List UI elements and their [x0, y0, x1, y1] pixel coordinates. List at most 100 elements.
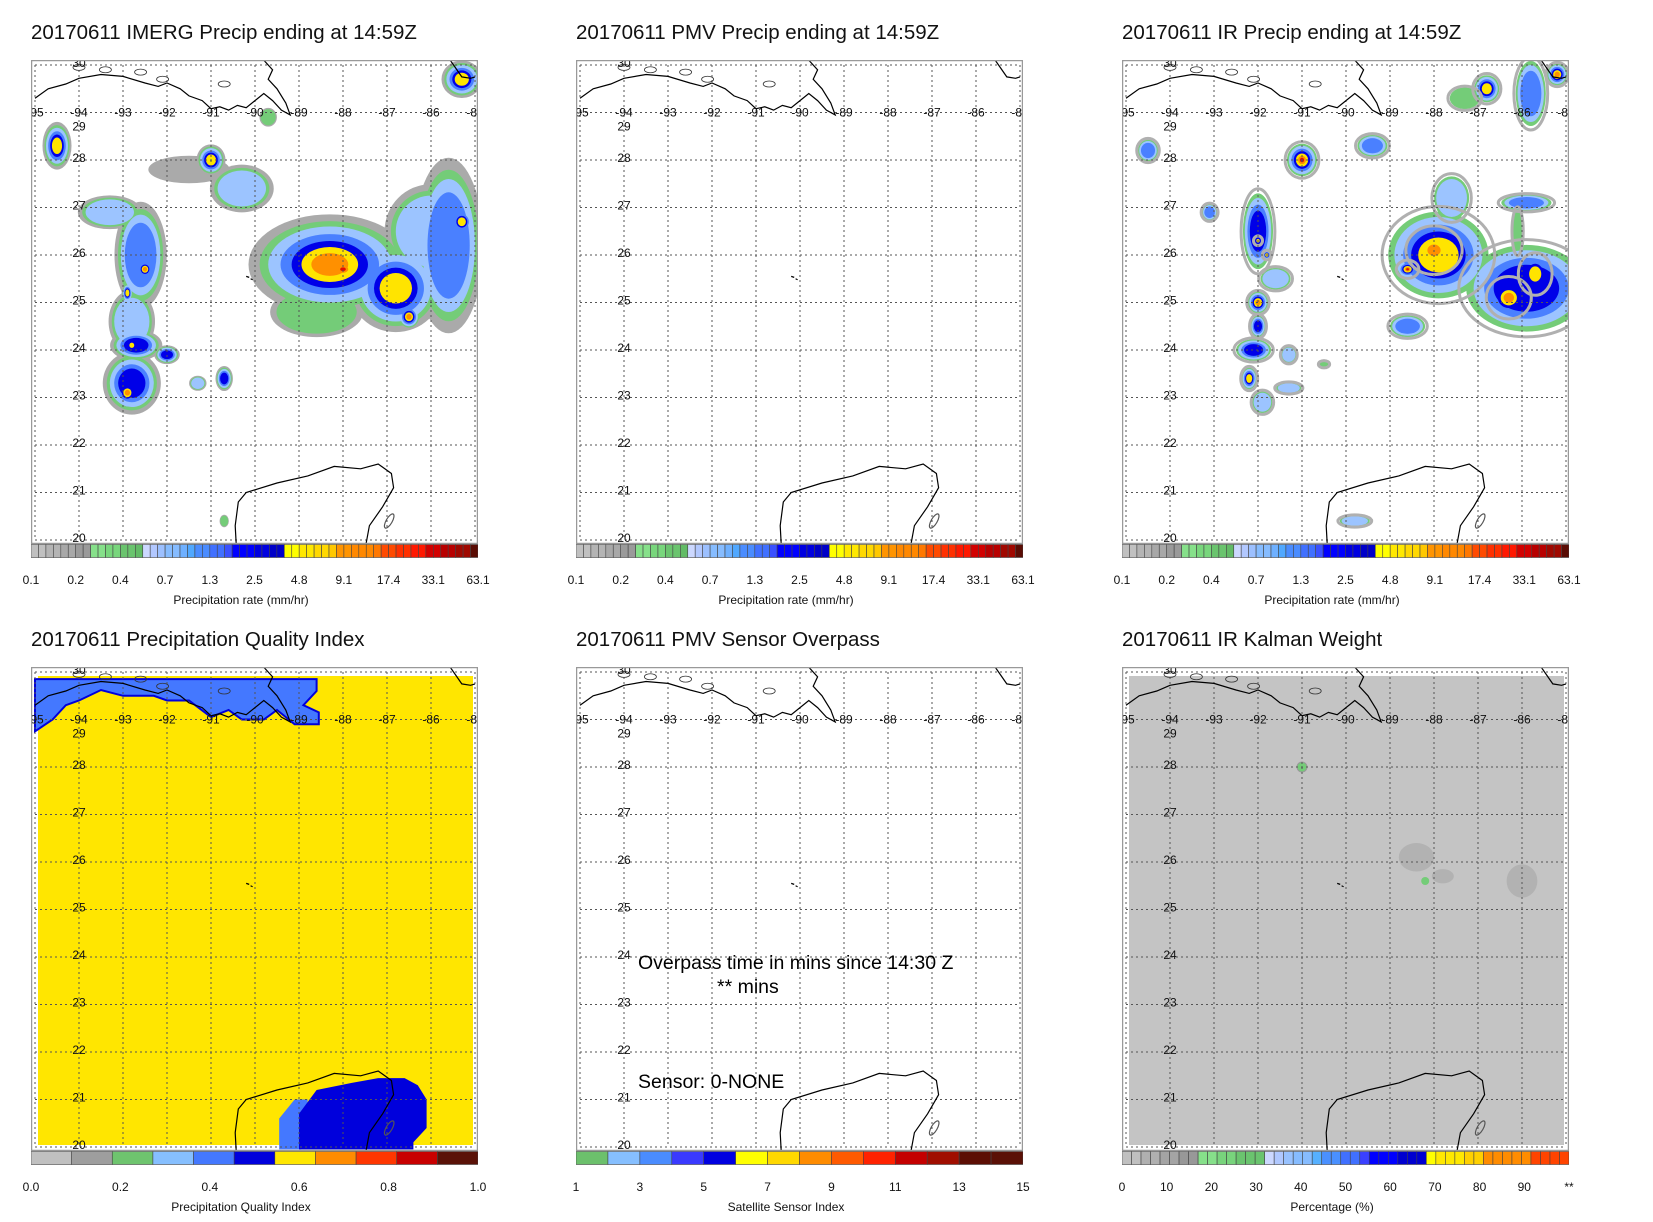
precip-cell	[427, 192, 470, 299]
colorbar-box	[694, 544, 703, 558]
lat-tick-label: 21	[72, 484, 86, 498]
precip-cell-edge	[1446, 84, 1484, 112]
colorbar-box	[1471, 544, 1480, 558]
map-plot: -95 -94 -93 -92 -91 -90 -89 -88 -87 -86 -85 30 29 28 2…	[1122, 667, 1569, 1151]
colorbar-box	[702, 544, 711, 558]
colorbar-box	[955, 544, 964, 558]
colorbar-box	[1404, 544, 1413, 558]
colorbar-box	[717, 544, 726, 558]
colorbar-box	[38, 544, 47, 558]
lon-tick-label: -85	[466, 106, 478, 120]
lon-tick-label: -91	[202, 713, 220, 727]
colorbar-tick-label: 0.7	[1247, 573, 1265, 587]
colorbar-box	[888, 544, 897, 558]
colorbar-tick-label: 0.1	[1113, 573, 1131, 587]
colorbar-box	[754, 544, 763, 558]
colorbar-box	[418, 544, 427, 558]
panel-title: 20170611 IMERG Precip ending at 14:59Z	[31, 21, 417, 44]
colorbar-box	[894, 1151, 928, 1165]
colorbar-title: Precipitation rate (mm/hr)	[1264, 593, 1400, 607]
lat-tick-label: 25	[617, 294, 631, 308]
map-panel-imerg: 20170611 IMERG Precip ending at 14:59Z -9…	[23, 15, 551, 615]
colorbar-box	[388, 544, 397, 558]
coastline	[34, 60, 476, 544]
colorbar-box	[903, 544, 912, 558]
colorbar-box	[75, 544, 84, 558]
colorbar-box	[1407, 1151, 1418, 1165]
colorbar-box	[1330, 544, 1339, 558]
colorbar-tick-label: 4.8	[290, 573, 308, 587]
colorbar-box	[1349, 1151, 1361, 1165]
colorbar-box	[45, 544, 54, 558]
precip-cell	[191, 377, 205, 389]
kalman-weight-area	[1421, 877, 1430, 885]
lat-tick-label: 27	[617, 806, 631, 820]
colorbar-box	[1278, 544, 1287, 558]
colorbar-box	[1378, 1151, 1389, 1165]
colorbar-tick-label: 0.1	[567, 573, 585, 587]
map-plot: -95 -94 -93 -92 -91 -90 -89 -88 -87 -86 -85 30 29 28 2…	[576, 60, 1023, 544]
lon-tick-label: -85	[1011, 713, 1023, 727]
lon-tick-label: -92	[158, 713, 176, 727]
lat-tick-label: 24	[72, 341, 86, 355]
precip-cell	[114, 297, 150, 346]
map-frame	[1122, 667, 1569, 1151]
precip-cell-edge	[1484, 274, 1533, 321]
colorbar-box	[142, 544, 151, 558]
colorbar-box	[380, 544, 389, 558]
lat-tick-label: 28	[72, 758, 86, 772]
lon-tick-label: -87	[923, 713, 941, 727]
coastline	[579, 60, 1021, 544]
colorbar-box	[843, 544, 852, 558]
precip-cell	[260, 109, 276, 126]
colorbar-box	[761, 544, 770, 558]
lat-tick-label: 30	[617, 60, 631, 70]
map-fill-layer	[1129, 676, 1564, 1145]
colorbar-tick-label: 2.5	[246, 573, 263, 587]
precip-cell	[1262, 269, 1289, 289]
colorbar-box	[1359, 1151, 1370, 1165]
lat-tick-label: 23	[617, 389, 631, 403]
colorbar-box	[940, 544, 949, 558]
precip-cell	[123, 337, 149, 353]
lat-tick-label: 26	[72, 853, 86, 867]
colorbar-box	[1151, 544, 1160, 558]
coastline	[34, 667, 476, 1151]
colorbar-tick-label: 4.8	[1381, 573, 1399, 587]
colorbar-title: Precipitation rate (mm/hr)	[173, 593, 309, 607]
precip-cell	[142, 266, 148, 272]
colorbar-box	[1321, 1151, 1332, 1165]
lon-tick-label: -90	[791, 106, 809, 120]
colorbar-tick-label: 63.1	[1557, 573, 1581, 587]
colorbar-box	[336, 544, 345, 558]
lat-tick-label: 23	[1163, 389, 1177, 403]
map-fill-layer	[1135, 60, 1569, 529]
colorbar-box	[1169, 1151, 1180, 1165]
colorbar-box	[187, 544, 196, 558]
colorbar-box	[1216, 1151, 1227, 1165]
lat-tick-label: 22	[1163, 1043, 1177, 1057]
map-frame	[31, 667, 478, 1151]
colorbar-box	[1456, 544, 1465, 558]
colorbar-box	[992, 544, 1001, 558]
colorbar-box	[1340, 1151, 1351, 1165]
lat-tick-label: 24	[617, 341, 631, 355]
lat-tick-label: 28	[1163, 758, 1177, 772]
colorbar-tick-label: 0.2	[112, 1180, 129, 1194]
map-frame	[576, 60, 1023, 544]
colorbar-box	[233, 1151, 276, 1165]
lat-lon-grid	[34, 64, 476, 541]
axis-labels: -95 -94 -93 -92 -91 -90 -89 -88 -87 -86 -85 30 29 28 2…	[1122, 60, 1569, 544]
precip-cell-edge	[1516, 251, 1554, 297]
colorbar-box	[164, 544, 173, 558]
colorbar-box	[1382, 544, 1391, 558]
colorbar-box	[1263, 544, 1272, 558]
lat-tick-label: 23	[72, 389, 86, 403]
colorbar-tick-label: 33.1	[1512, 573, 1536, 587]
lon-tick-label: -95	[576, 713, 589, 727]
colorbar-box	[958, 1151, 992, 1165]
precip-cell	[124, 389, 131, 396]
lat-tick-label: 22	[72, 1043, 86, 1057]
colorbar-box	[1211, 544, 1220, 558]
colorbar-box	[1173, 544, 1182, 558]
